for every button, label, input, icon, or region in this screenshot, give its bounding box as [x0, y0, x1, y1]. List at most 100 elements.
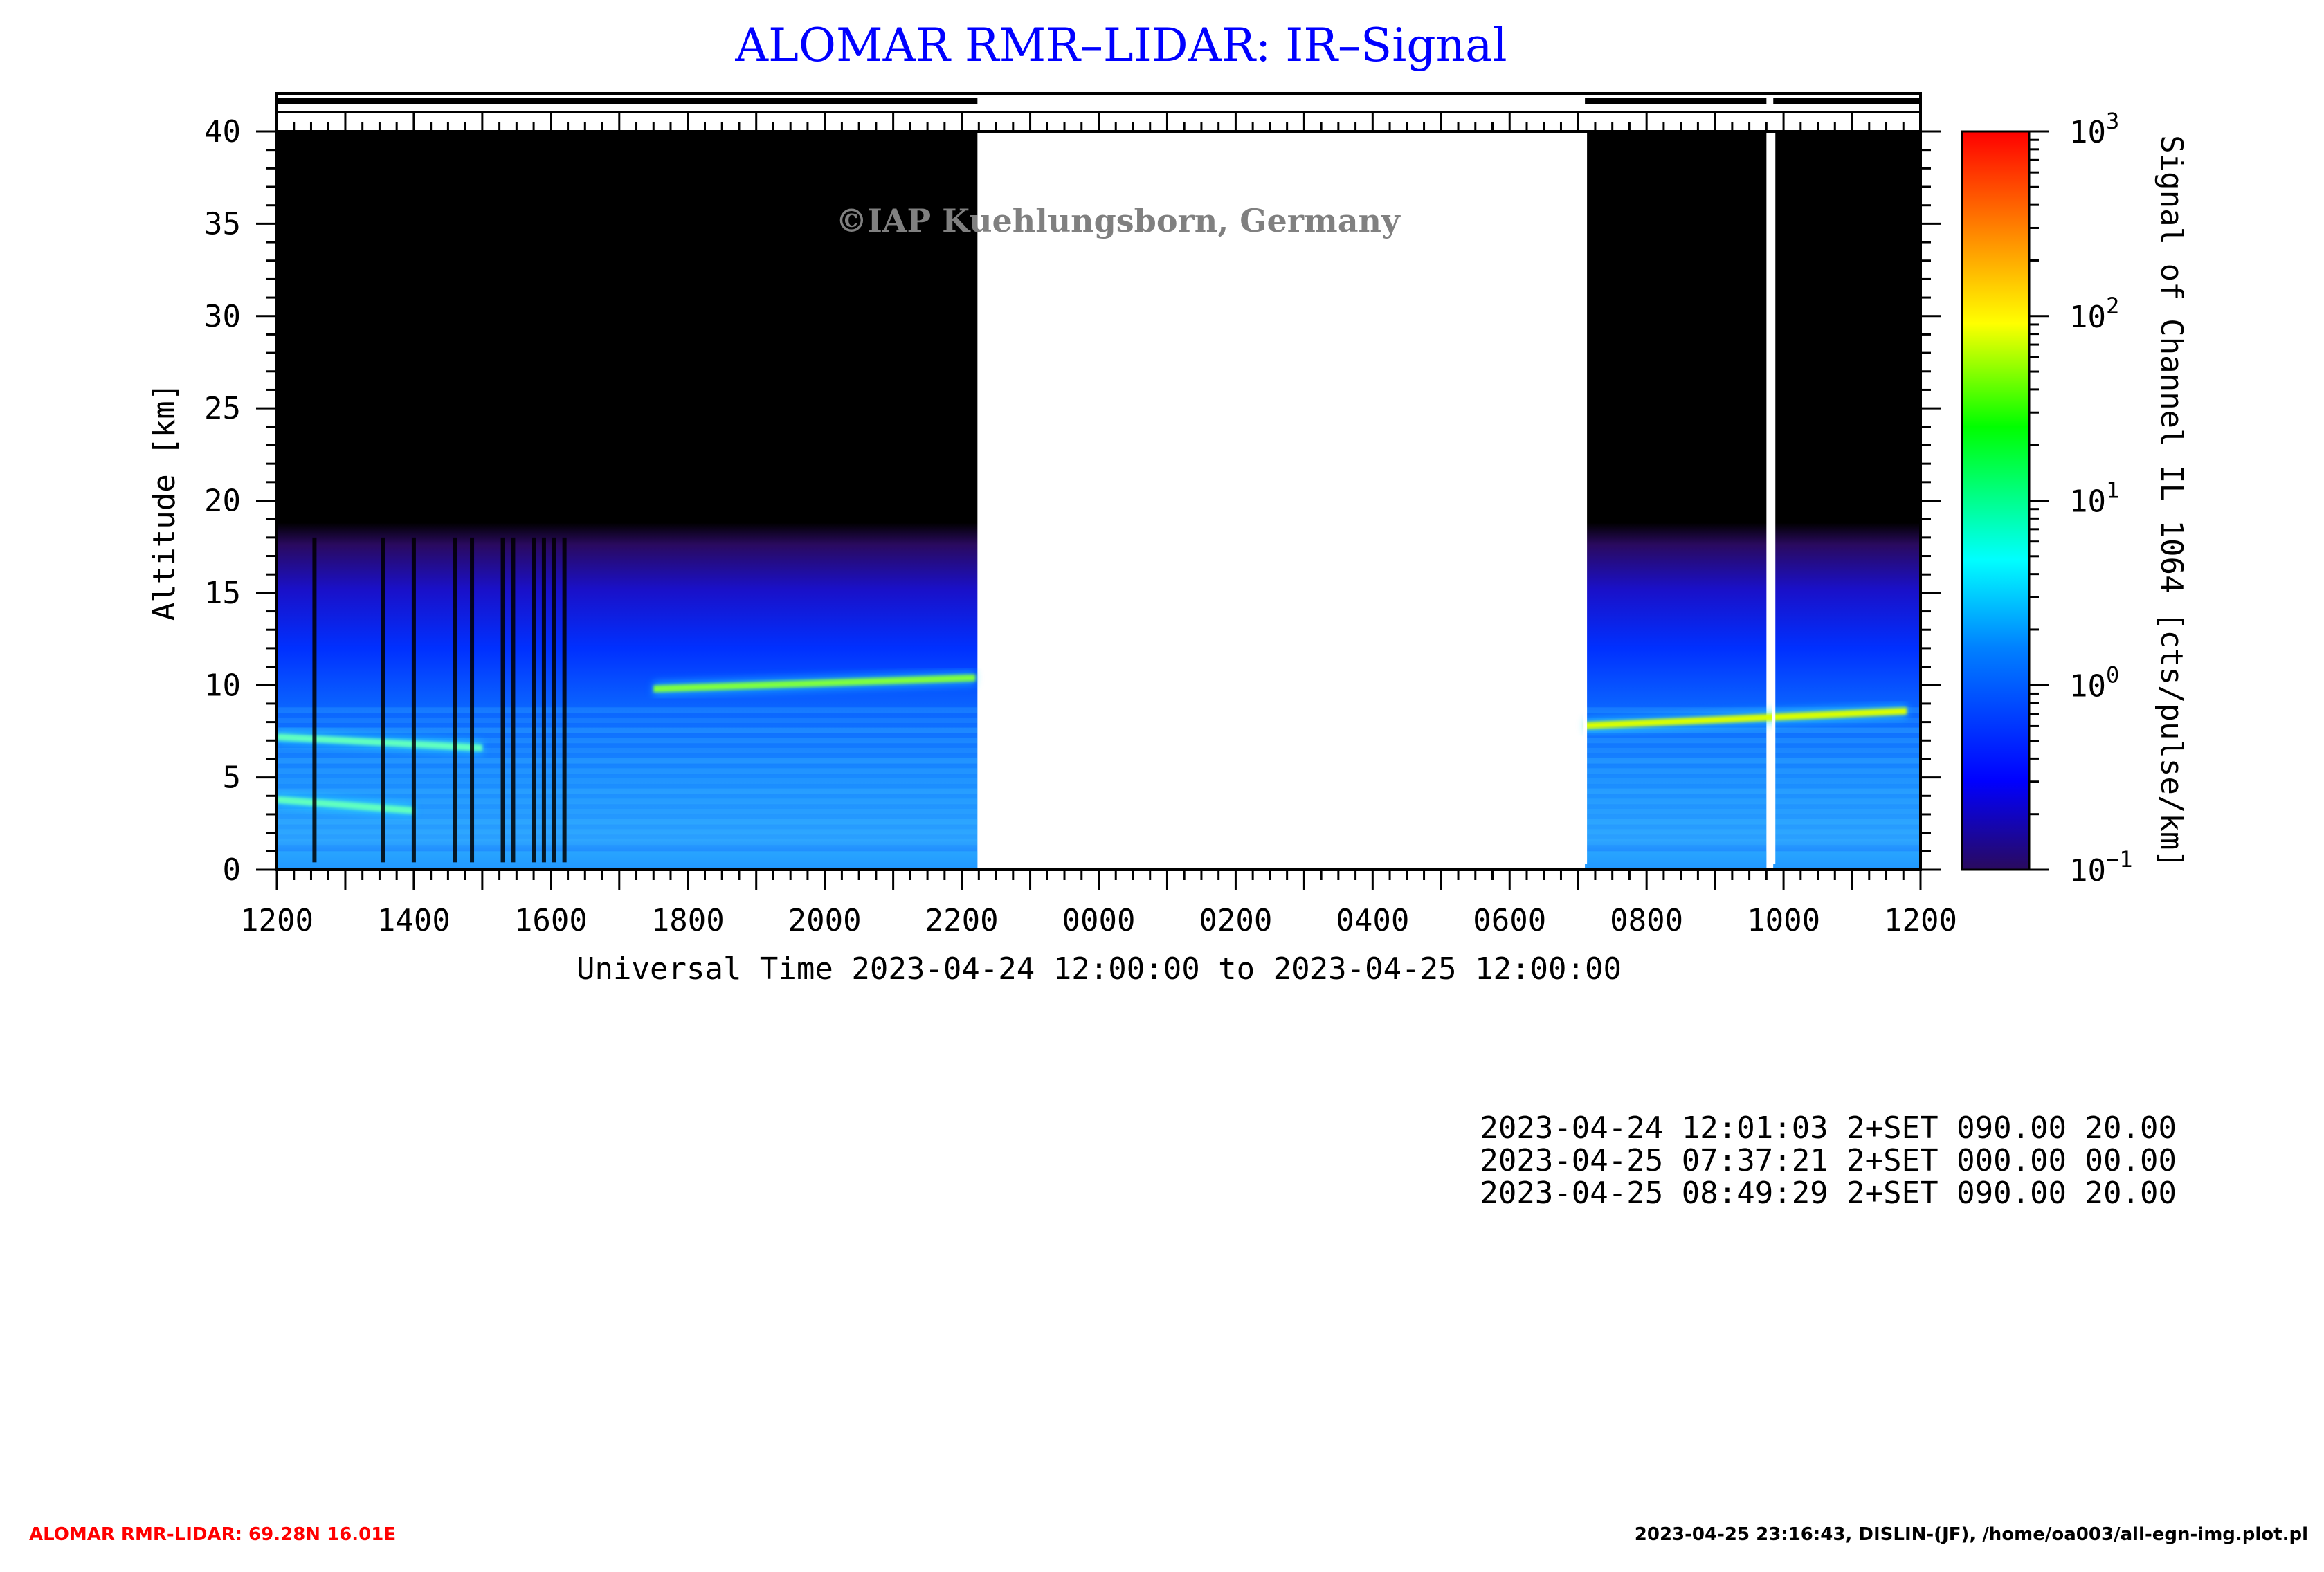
run-log-line: 2023-04-24 12:01:03 2+SET 090.00 20.00: [1480, 1111, 2177, 1146]
x-tick-label: 1200: [1884, 903, 1957, 938]
x-tick-label: 1800: [651, 903, 725, 938]
dark-streak: [500, 537, 505, 863]
aerosol-striation: [277, 798, 978, 805]
y-axis-label: Altitude [km]: [147, 383, 182, 621]
dark-streak: [541, 537, 546, 863]
colorbar-tick-label: 100: [2069, 661, 2119, 704]
heatmap-area: [277, 131, 1921, 870]
dark-streak: [562, 537, 567, 863]
y-tick-label: 15: [204, 576, 241, 611]
run-log: 2023-04-24 12:01:03 2+SET 090.00 20.0020…: [1480, 1111, 2177, 1211]
watermark: ©IAP Kuehlungsborn, Germany: [835, 202, 1401, 239]
y-tick-label: 20: [204, 484, 241, 519]
period-gap-line: [1772, 131, 1776, 864]
dark-streak: [411, 537, 416, 863]
aerosol-striation: [277, 747, 978, 753]
x-tick-label: 1600: [514, 903, 588, 938]
y-tick-label: 0: [223, 852, 242, 888]
aerosol-striation: [277, 829, 978, 835]
aerosol-striation: [277, 707, 978, 713]
aerosol-striation: [1585, 839, 1767, 845]
aerosol-striation: [1773, 778, 1921, 784]
aerosol-striation: [1585, 768, 1767, 774]
aerosol-striation: [1585, 727, 1767, 733]
timeline-period: [1773, 98, 1921, 104]
aerosol-striation: [1585, 747, 1767, 753]
dark-streak: [470, 537, 475, 863]
dark-streak: [312, 537, 317, 863]
x-tick-label: 2200: [925, 903, 999, 938]
y-tick-label: 10: [204, 668, 241, 703]
x-tick-label: 0000: [1062, 903, 1136, 938]
y-tick-label: 30: [204, 299, 241, 334]
aerosol-striation: [1585, 829, 1767, 835]
y-tick-label: 40: [204, 114, 241, 149]
dark-streak: [381, 537, 385, 863]
colorbar-tick-label: 10−1: [2069, 846, 2133, 888]
x-tick-label: 0800: [1610, 903, 1683, 938]
aerosol-striation: [277, 727, 978, 733]
colorbar-label: Signal of Channel IL 1064 [cts/pulse/km]: [2154, 135, 2189, 868]
aerosol-striation: [1585, 738, 1767, 744]
dark-streak: [453, 537, 457, 863]
aerosol-striation: [1773, 738, 1921, 744]
x-axis: 1200 1400 1600 1800 2000 2200 0000 0200 0400 0600…: [240, 870, 1957, 938]
colorbar: 103 102 101 100 10−1: [1961, 108, 2133, 888]
y-axis: 0 5 10 15 20 25 30 35 40: [204, 114, 1941, 888]
aerosol-striation: [1585, 819, 1767, 825]
colorbar-gradient: [1962, 131, 2029, 870]
aerosol-striation: [1773, 839, 1921, 845]
x-tick-label: 1000: [1747, 903, 1820, 938]
measurement-period-3: [1773, 131, 1921, 870]
dark-streak: [552, 537, 556, 863]
layer: [277, 796, 414, 814]
aerosol-striation: [1773, 798, 1921, 805]
measurement-period-2: [1585, 131, 1767, 870]
colorbar-tick-label: 102: [2069, 293, 2119, 335]
x-tick-label: 0400: [1336, 903, 1409, 938]
aerosol-striation: [277, 758, 978, 764]
layer: [1585, 707, 1907, 729]
x-tick-label: 1200: [240, 903, 314, 938]
aerosol-striation: [277, 839, 978, 845]
layer: [653, 674, 976, 693]
layer: [277, 733, 482, 751]
near-field-band: [1773, 851, 1921, 870]
aerosol-striation: [1585, 788, 1767, 794]
timeline-period: [1585, 98, 1767, 104]
footer-location: ALOMAR RMR-LIDAR: 69.28N 16.01E: [29, 1524, 396, 1545]
dark-streak: [532, 537, 536, 863]
dark-streak: [511, 537, 516, 863]
x-tick-label: 1400: [377, 903, 451, 938]
y-tick-label: 35: [204, 206, 241, 241]
aerosol-striation: [277, 738, 978, 744]
x-axis-label: Universal Time 2023-04-24 12:00:00 to 20…: [577, 951, 1622, 987]
aerosol-striation: [277, 819, 978, 825]
chart-title: ALOMAR RMR–LIDAR: IR–Signal: [734, 19, 1507, 72]
aerosol-striation: [277, 808, 978, 814]
near-field-band: [277, 851, 978, 870]
aerosol-striation: [1773, 768, 1921, 774]
aerosol-striation: [1773, 788, 1921, 794]
aerosol-striation: [1585, 798, 1767, 805]
x-tick-label: 0200: [1199, 903, 1272, 938]
aerosol-striation: [1773, 808, 1921, 814]
footer-generator: 2023-04-25 23:16:43, DISLIN-(JF), /home/…: [1635, 1524, 2308, 1545]
x-tick-label: 2000: [788, 903, 862, 938]
x-tick-label: 0600: [1473, 903, 1546, 938]
period-gap-line: [1583, 131, 1588, 864]
aerosol-striation: [1773, 747, 1921, 753]
aerosol-striation: [1773, 758, 1921, 764]
measurement-timeline-bar: [275, 92, 1922, 133]
aerosol-striation: [277, 717, 978, 723]
y-tick-label: 5: [223, 760, 242, 796]
y-tick-label: 25: [204, 391, 241, 426]
aerosol-striation: [277, 768, 978, 774]
aerosol-striation: [1585, 778, 1767, 784]
aerosol-striation: [1585, 808, 1767, 814]
run-log-line: 2023-04-25 07:37:21 2+SET 000.00 00.00: [1480, 1143, 2177, 1178]
timeline-period: [277, 98, 978, 104]
aerosol-striation: [277, 778, 978, 784]
